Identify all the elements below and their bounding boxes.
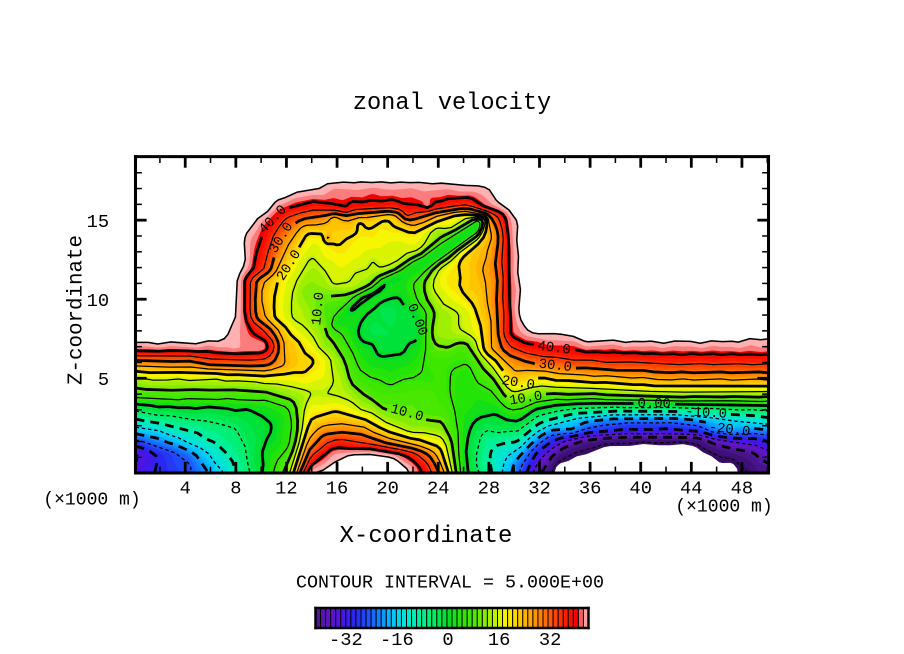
svg-text:-16: -16 [380, 629, 414, 651]
svg-text:5: 5 [98, 369, 109, 391]
svg-text:16: 16 [488, 629, 511, 651]
svg-text:40.0: 40.0 [537, 339, 572, 359]
svg-text:Z-coordinate: Z-coordinate [65, 235, 88, 385]
svg-text:8: 8 [230, 478, 241, 500]
svg-text:36: 36 [579, 478, 602, 500]
svg-text:0: 0 [442, 629, 453, 651]
svg-text:20: 20 [376, 478, 399, 500]
svg-text:zonal velocity: zonal velocity [353, 90, 551, 117]
svg-text:30.0: 30.0 [538, 357, 573, 377]
svg-text:15: 15 [87, 211, 110, 233]
svg-text:4: 4 [180, 478, 191, 500]
svg-text:-32: -32 [329, 629, 363, 651]
svg-text:CONTOUR INTERVAL = 5.000E+00: CONTOUR INTERVAL = 5.000E+00 [296, 573, 604, 594]
svg-text:40: 40 [629, 478, 652, 500]
svg-text:32: 32 [528, 478, 551, 500]
svg-text:X-coordinate: X-coordinate [340, 523, 513, 550]
svg-text:12: 12 [275, 478, 298, 500]
svg-text:24: 24 [427, 478, 450, 500]
svg-text:10.0: 10.0 [309, 291, 328, 326]
svg-text:(×1000 m): (×1000 m) [675, 498, 772, 518]
svg-text:20.0: 20.0 [500, 373, 535, 394]
svg-text:-10.0: -10.0 [685, 404, 728, 422]
svg-text:(×1000 m): (×1000 m) [43, 491, 140, 511]
svg-text:16: 16 [326, 478, 349, 500]
svg-text:44: 44 [680, 478, 703, 500]
svg-text:48: 48 [731, 478, 754, 500]
svg-text:10: 10 [87, 290, 110, 312]
svg-text:32: 32 [539, 629, 562, 651]
svg-text:28: 28 [478, 478, 501, 500]
svg-text:-20.0: -20.0 [708, 420, 751, 441]
svg-text:10.0: 10.0 [508, 388, 543, 409]
svg-text:0.00: 0.00 [638, 396, 671, 412]
